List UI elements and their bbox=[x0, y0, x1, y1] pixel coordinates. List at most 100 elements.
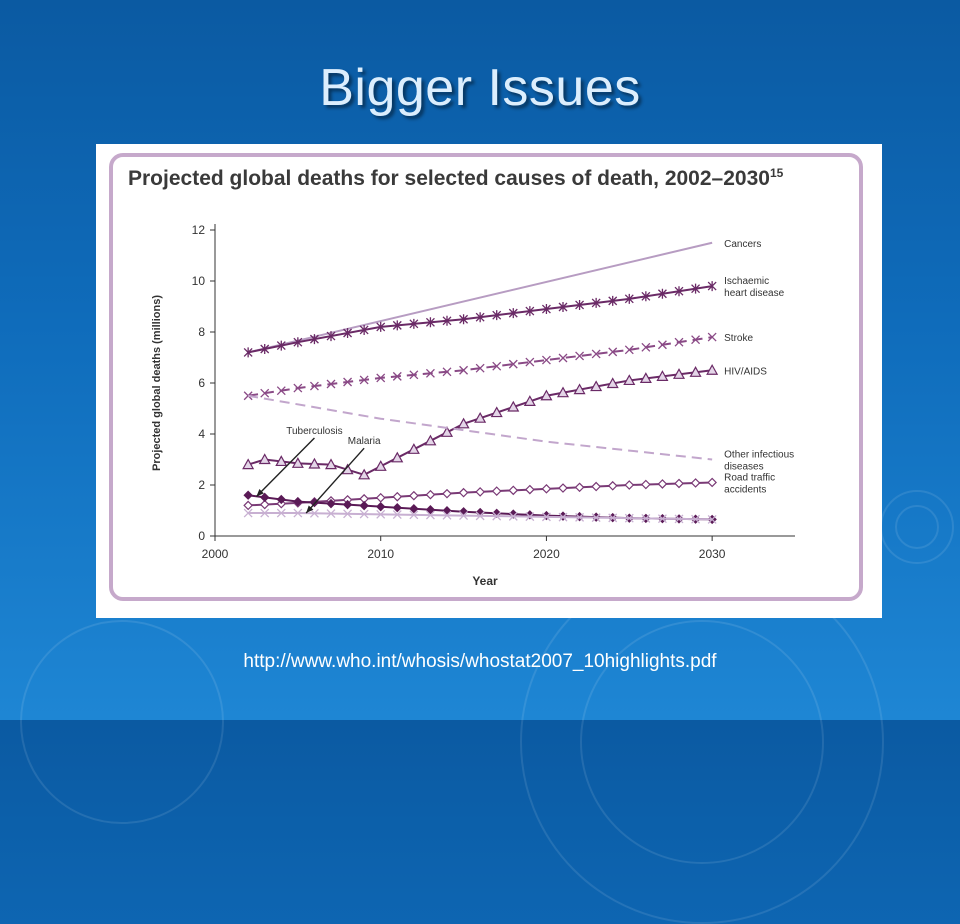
series-point-marker bbox=[260, 492, 270, 503]
series-point-marker bbox=[641, 291, 651, 302]
series-point-marker bbox=[508, 485, 519, 496]
series-point-marker bbox=[672, 368, 686, 379]
series-end-label: Road traffic bbox=[724, 472, 775, 483]
series-point-marker bbox=[556, 386, 570, 398]
series-point-marker bbox=[442, 367, 452, 377]
chart-frame bbox=[109, 153, 863, 601]
series-point-marker bbox=[641, 342, 651, 352]
series-point-marker bbox=[674, 514, 684, 524]
source-link[interactable]: http://www.who.int/whosis/whostat2007_10… bbox=[243, 651, 717, 672]
series-point-marker bbox=[276, 386, 286, 396]
series-line-other-infectious-diseases bbox=[247, 394, 713, 461]
series-point-marker bbox=[540, 389, 553, 401]
series-point-marker bbox=[326, 331, 336, 342]
series-point-marker bbox=[293, 508, 303, 518]
series-point-marker bbox=[458, 487, 469, 498]
series-point-marker bbox=[459, 314, 469, 325]
series-point-marker bbox=[309, 334, 319, 345]
series-point-marker bbox=[309, 508, 319, 518]
series-point-marker bbox=[474, 411, 487, 423]
series-point-marker bbox=[508, 308, 518, 319]
series-point-marker bbox=[639, 372, 652, 384]
series-point-marker bbox=[525, 357, 535, 367]
series-point-marker bbox=[525, 306, 535, 317]
series-point-marker bbox=[575, 512, 585, 522]
series-point-marker bbox=[260, 508, 270, 518]
series-point-marker bbox=[508, 511, 518, 521]
series-point-marker bbox=[689, 366, 702, 377]
series-point-marker bbox=[575, 299, 585, 310]
x-tick-label: 2010 bbox=[367, 547, 394, 561]
series-point-marker bbox=[260, 388, 270, 398]
series-point-marker bbox=[442, 510, 452, 520]
series-point-marker bbox=[376, 509, 386, 519]
series-point-marker bbox=[424, 434, 437, 446]
series-end-label: Other infectious bbox=[724, 450, 794, 461]
y-tick-label: 0 bbox=[198, 529, 205, 543]
series-point-marker bbox=[376, 501, 386, 512]
chart-title-superscript: 15 bbox=[769, 166, 784, 180]
series-point-marker bbox=[359, 509, 369, 519]
series-point-marker bbox=[342, 499, 353, 510]
series-point-marker bbox=[343, 377, 353, 387]
y-axis-label: Projected global deaths (millions) bbox=[151, 295, 163, 471]
series-point-marker bbox=[326, 379, 336, 389]
series-point-marker bbox=[276, 508, 286, 518]
y-tick-label: 12 bbox=[192, 223, 206, 237]
series-point-marker bbox=[525, 512, 535, 522]
series-point-marker bbox=[309, 381, 319, 391]
series-point-marker bbox=[376, 373, 386, 383]
series-point-marker bbox=[392, 320, 402, 331]
series-point-marker bbox=[523, 395, 536, 406]
series-point-marker bbox=[707, 514, 717, 524]
series-point-marker bbox=[624, 480, 635, 490]
series-point-marker bbox=[260, 344, 270, 354]
series-point-marker bbox=[425, 317, 435, 328]
series-end-label: Cancers bbox=[724, 239, 761, 250]
series-point-marker bbox=[624, 345, 634, 355]
chart-panel: Projected global deaths for selected cau… bbox=[96, 144, 882, 618]
series-point-marker bbox=[674, 478, 684, 489]
series-point-marker bbox=[541, 304, 551, 315]
series-point-marker bbox=[657, 340, 667, 350]
series-point-marker bbox=[624, 293, 634, 304]
series-point-marker bbox=[541, 512, 551, 522]
series-point-marker bbox=[508, 359, 518, 369]
series-point-marker bbox=[607, 480, 618, 491]
series-point-marker bbox=[657, 514, 667, 524]
series-point-marker bbox=[641, 479, 651, 490]
series-point-marker bbox=[275, 455, 288, 467]
series-point-marker bbox=[590, 380, 603, 392]
series-point-marker bbox=[475, 363, 485, 373]
series-point-marker bbox=[409, 504, 419, 514]
series-point-marker bbox=[541, 483, 552, 494]
series-point-marker bbox=[243, 508, 253, 518]
series-point-marker bbox=[558, 512, 568, 522]
series-point-marker bbox=[459, 511, 469, 521]
series-point-marker bbox=[459, 365, 469, 375]
series-line-cancers bbox=[247, 241, 713, 354]
series-point-marker bbox=[258, 453, 271, 465]
series-point-marker bbox=[359, 324, 369, 335]
series-point-marker bbox=[407, 443, 420, 454]
x-tick-label: 2020 bbox=[533, 547, 560, 561]
chart-title-text: Projected global deaths for selected cau… bbox=[128, 167, 770, 190]
series-point-marker bbox=[591, 513, 601, 523]
series-point-marker bbox=[490, 406, 503, 418]
x-axis-label: Year bbox=[472, 574, 498, 588]
series-point-marker bbox=[326, 498, 336, 509]
series-point-marker bbox=[608, 295, 618, 306]
series-point-marker bbox=[442, 506, 452, 516]
background-ripple bbox=[895, 505, 939, 549]
series-point-marker bbox=[558, 483, 568, 493]
series-point-marker bbox=[425, 368, 435, 378]
series-point-marker bbox=[525, 484, 535, 495]
series-point-marker bbox=[242, 458, 255, 470]
series-point-marker bbox=[391, 451, 404, 463]
series-end-label: Stroke bbox=[724, 333, 753, 344]
series-point-marker bbox=[591, 481, 601, 492]
series-point-marker bbox=[691, 335, 701, 345]
series-point-marker bbox=[293, 383, 303, 393]
series-point-marker bbox=[343, 328, 353, 339]
series-point-marker bbox=[326, 509, 336, 519]
